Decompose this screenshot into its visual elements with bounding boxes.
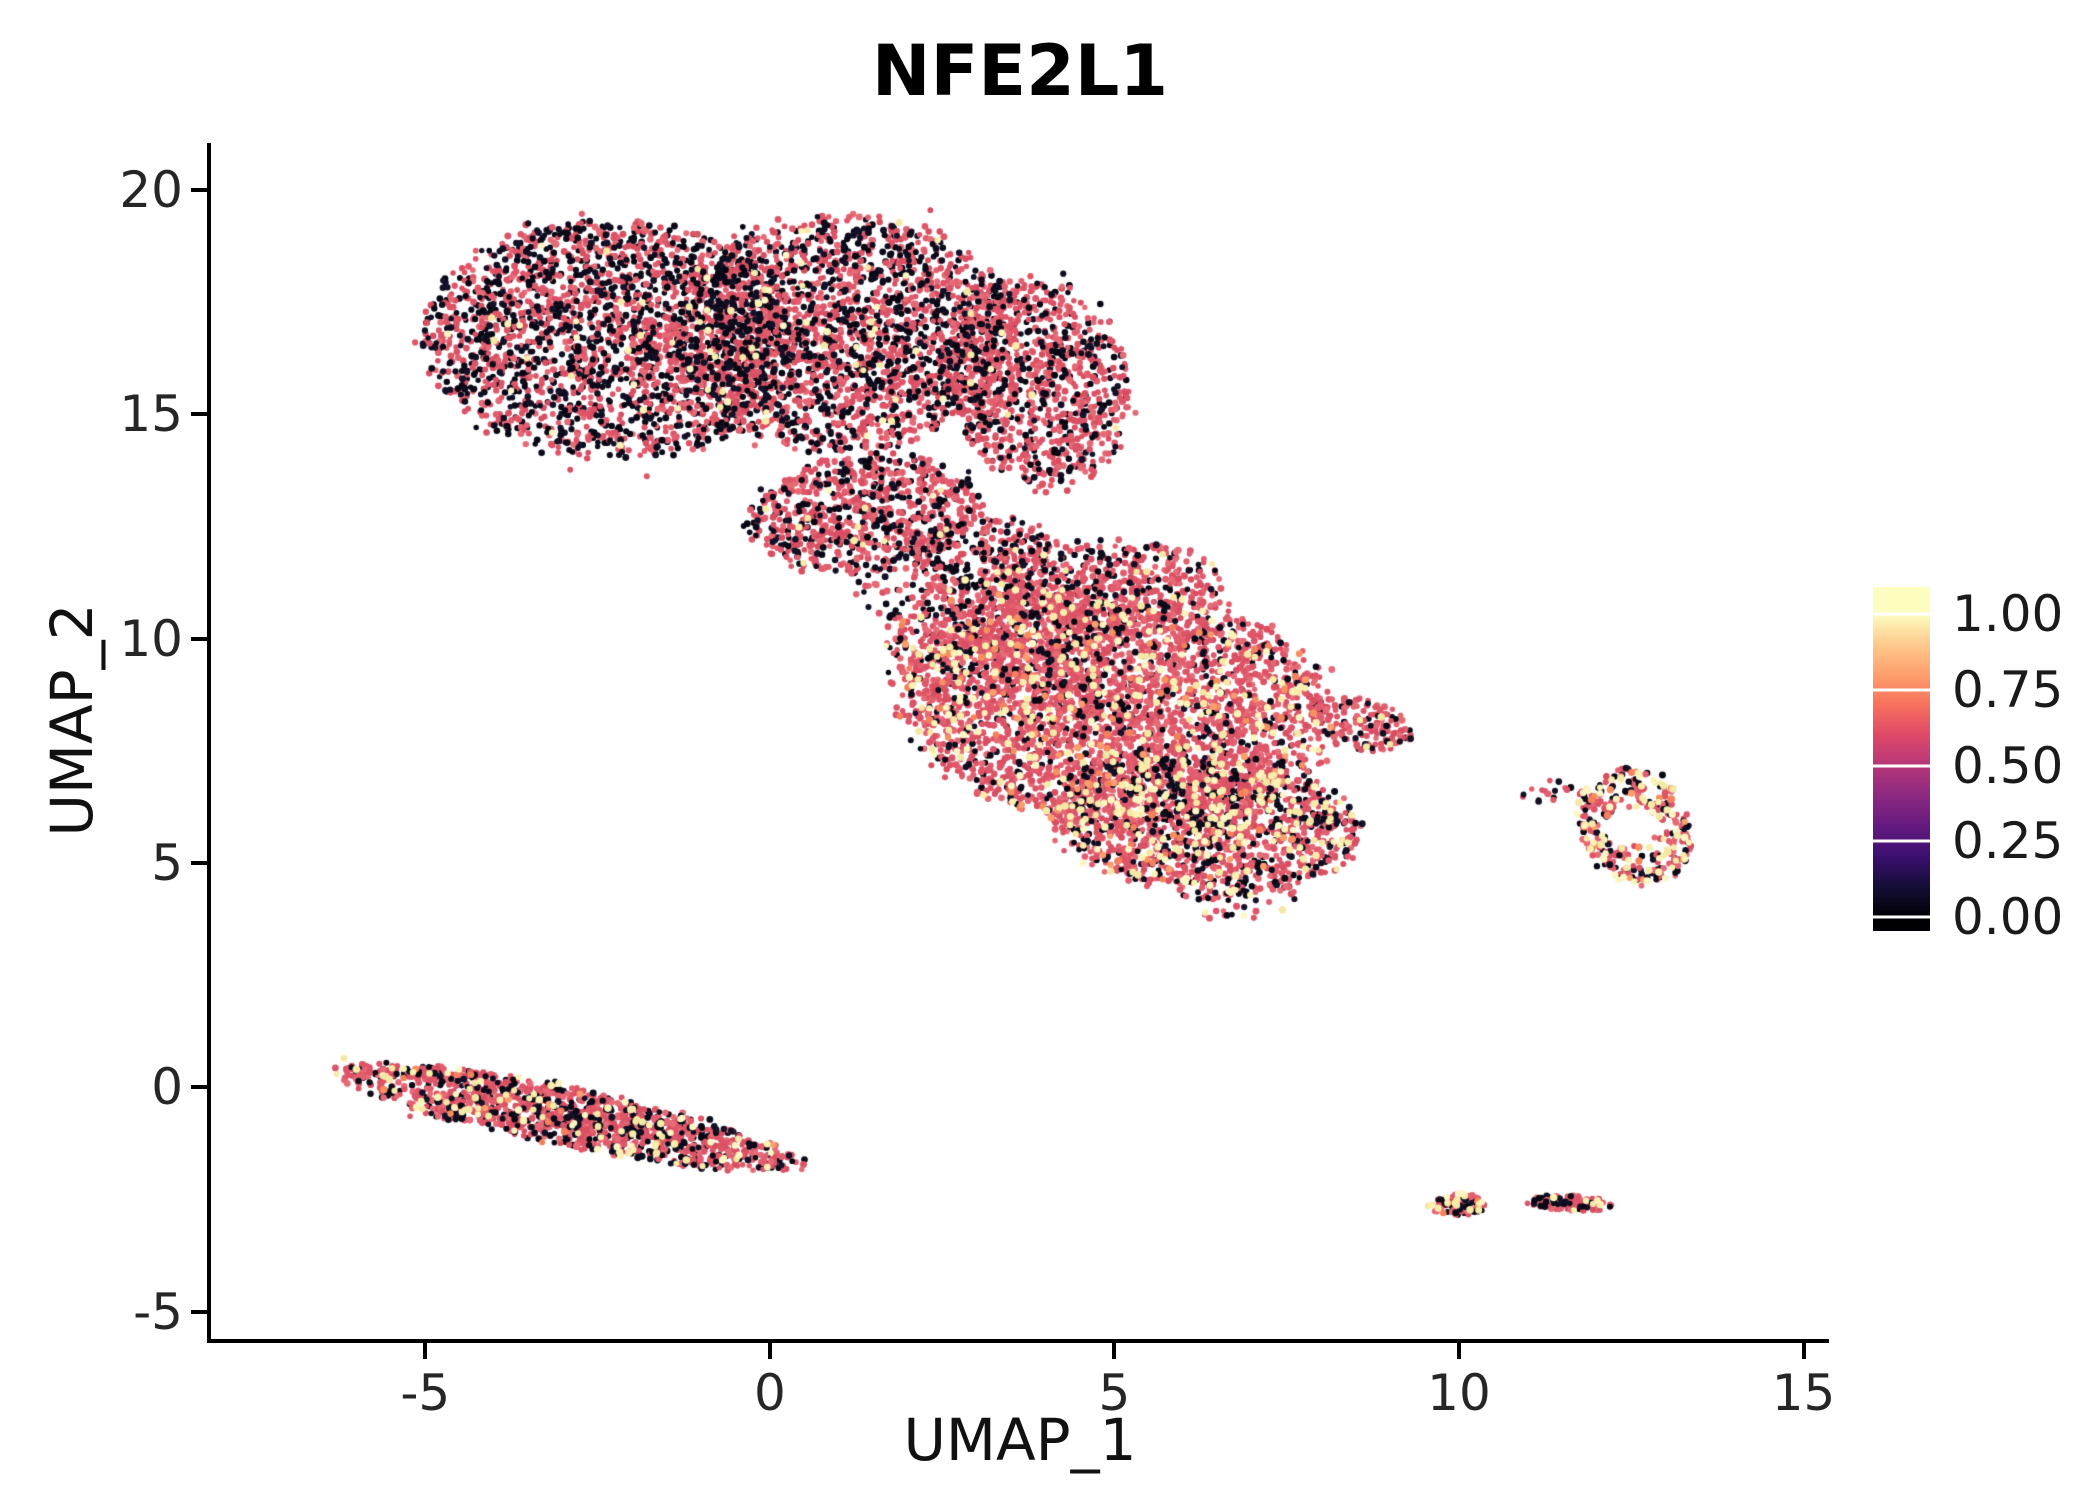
colorbar-tick-mark [1873,688,1930,692]
x-tick-mark [1801,1343,1806,1359]
colorbar-tick-label: 0.75 [1952,660,2064,719]
plot-area [207,143,1829,1343]
plot-title: NFE2L1 [871,30,1169,112]
y-tick-label: 20 [119,161,183,220]
y-tick-mark [191,636,207,641]
scatter-points-canvas [211,143,1829,1339]
x-tick-mark [1112,1343,1117,1359]
y-tick-label: 10 [119,609,183,668]
colorbar-tick-mark [1873,612,1930,616]
colorbar-gradient [1873,587,1930,931]
y-tick-mark [191,188,207,193]
x-tick-label: -5 [400,1364,451,1422]
y-tick-mark [191,412,207,417]
x-tick-label: 0 [753,1364,786,1422]
y-tick-mark [191,1309,207,1314]
colorbar-tick-label: 0.00 [1952,887,2064,946]
x-axis-label: UMAP_1 [903,1406,1137,1474]
y-tick-label: 0 [151,1058,183,1117]
y-tick-label: 15 [119,385,183,444]
x-tick-mark [767,1343,772,1359]
y-tick-mark [191,861,207,866]
x-tick-mark [1456,1343,1461,1359]
colorbar-tick-label: 1.00 [1952,585,2064,644]
y-tick-label: -5 [133,1282,183,1341]
x-tick-label: 15 [1771,1364,1836,1422]
colorbar-tick-mark [1873,764,1930,768]
x-tick-label: 10 [1427,1364,1491,1422]
colorbar-tick-mark [1873,915,1930,919]
colorbar-tick-mark [1873,839,1930,843]
colorbar-tick-label: 0.50 [1952,736,2064,795]
x-tick-mark [423,1343,428,1359]
y-tick-mark [191,1085,207,1090]
y-tick-label: 5 [151,834,183,893]
colorbar-tick-label: 0.25 [1952,812,2064,871]
x-tick-label: 5 [1098,1364,1131,1422]
